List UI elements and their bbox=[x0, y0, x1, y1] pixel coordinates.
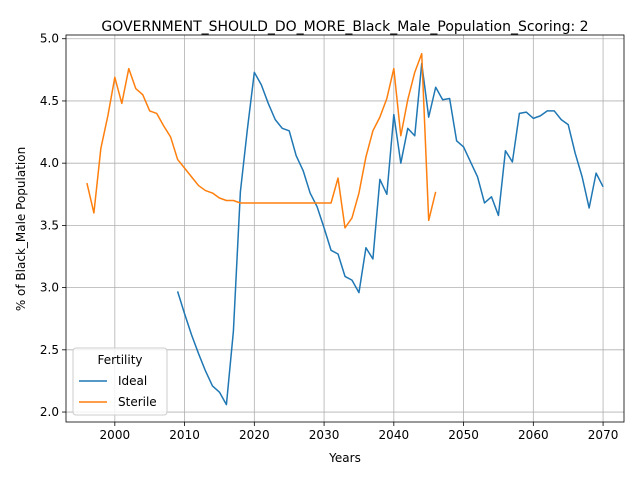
x-axis-label: Years bbox=[328, 451, 361, 465]
x-tick-label: 2070 bbox=[588, 428, 619, 442]
y-axis-label: % of Black_Male Population bbox=[14, 147, 28, 311]
x-tick-label: 2050 bbox=[448, 428, 479, 442]
series-lines bbox=[86, 52, 604, 406]
legend-box bbox=[72, 347, 168, 416]
grid-lines bbox=[66, 35, 624, 422]
y-tick-label: 3.5 bbox=[40, 218, 59, 232]
x-tick-label: 2010 bbox=[169, 428, 200, 442]
x-tick-label: 2040 bbox=[379, 428, 410, 442]
legend-label-ideal: Ideal bbox=[118, 374, 147, 388]
series-line-sterile bbox=[86, 52, 437, 229]
plot-frame bbox=[65, 34, 625, 423]
y-tick-label: 3.0 bbox=[40, 281, 59, 295]
x-tick-label: 2030 bbox=[309, 428, 340, 442]
chart-title: GOVERNMENT_SHOULD_DO_MORE_Black_Male_Pop… bbox=[101, 19, 588, 35]
series-line-ideal bbox=[176, 62, 604, 406]
legend: Fertility Ideal Sterile bbox=[72, 347, 168, 416]
y-tick-label: 4.0 bbox=[40, 156, 59, 170]
legend-label-sterile: Sterile bbox=[118, 395, 157, 409]
axis-ticks: 2000 2010 2020 2030 2040 2050 2060 2070 2.0 2.5 3.… bbox=[40, 32, 618, 442]
y-tick-label: 2.5 bbox=[40, 343, 59, 357]
y-tick-label: 2.0 bbox=[40, 405, 59, 419]
legend-title: Fertility bbox=[97, 353, 142, 367]
y-tick-label: 5.0 bbox=[40, 32, 59, 46]
x-tick-label: 2060 bbox=[518, 428, 549, 442]
y-tick-label: 4.5 bbox=[40, 94, 59, 108]
x-tick-label: 2000 bbox=[100, 428, 131, 442]
x-tick-label: 2020 bbox=[239, 428, 270, 442]
